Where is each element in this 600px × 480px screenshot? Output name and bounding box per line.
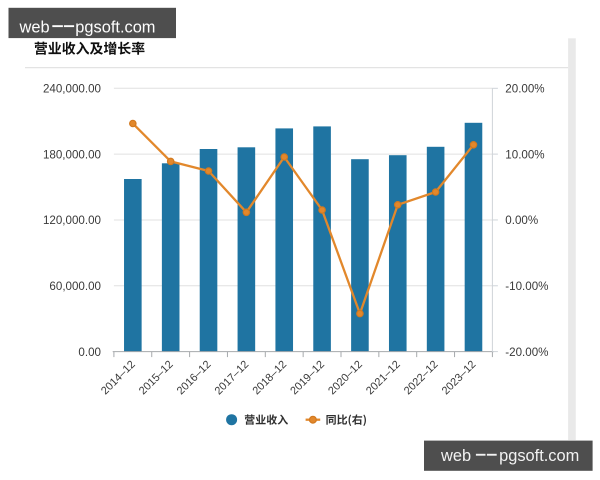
svg-text:pgsoft.com: pgsoft.com (75, 18, 155, 36)
svg-text:web: web (440, 447, 471, 465)
svg-text:pgsoft.com: pgsoft.com (499, 447, 579, 465)
svg-text:web: web (19, 18, 50, 36)
svg-text:60,000.00: 60,000.00 (49, 280, 101, 293)
svg-text:240,000.00: 240,000.00 (43, 82, 101, 95)
svg-text:0.00%: 0.00% (505, 214, 538, 227)
svg-text:120,000.00: 120,000.00 (43, 214, 101, 227)
svg-text:0.00: 0.00 (78, 346, 101, 359)
svg-text:180,000.00: 180,000.00 (43, 148, 101, 161)
svg-text:-10.00%: -10.00% (505, 280, 548, 293)
svg-text:10.00%: 10.00% (505, 148, 544, 161)
svg-text:-20.00%: -20.00% (505, 346, 548, 359)
svg-text:20.00%: 20.00% (505, 82, 544, 95)
